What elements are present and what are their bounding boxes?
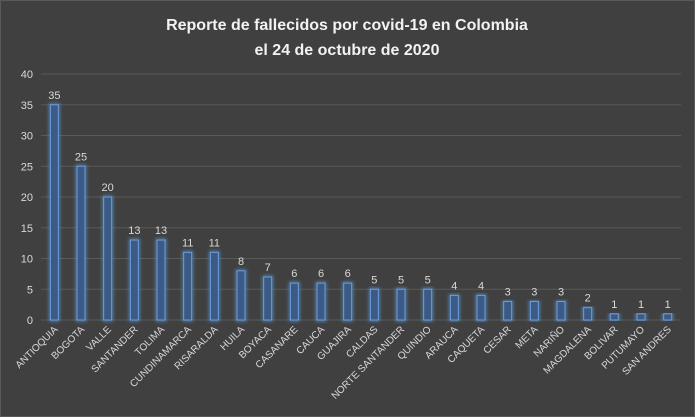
bar xyxy=(263,276,273,321)
bar xyxy=(343,282,353,321)
x-axis-categories: ANTIOQUIABOGOTAVALLESANTANDERTOLIMACUNDI… xyxy=(14,323,674,402)
data-label: 1 xyxy=(638,299,644,311)
data-label: 1 xyxy=(611,299,617,311)
y-tick-label: 0 xyxy=(27,315,33,327)
x-category-label: ANTIOQUIA xyxy=(14,324,61,371)
data-label: 3 xyxy=(531,287,537,299)
x-category-label: SAN ANDRES xyxy=(620,324,674,378)
bar xyxy=(423,288,433,321)
bar xyxy=(636,313,646,321)
data-label: 35 xyxy=(48,90,60,102)
data-label: 3 xyxy=(558,287,564,299)
bar xyxy=(236,270,246,321)
data-label: 8 xyxy=(238,256,244,268)
bar xyxy=(289,282,299,321)
data-label: 7 xyxy=(265,262,271,274)
data-label: 25 xyxy=(75,151,87,163)
bar xyxy=(316,282,326,321)
data-label: 5 xyxy=(398,274,404,286)
data-label: 11 xyxy=(209,237,220,249)
bar xyxy=(183,251,193,321)
data-label: 5 xyxy=(425,274,431,286)
y-tick-label: 35 xyxy=(21,100,33,112)
chart-title-line-1: Reporte de fallecidos por covid-19 en Co… xyxy=(166,17,528,34)
bar xyxy=(583,307,593,321)
data-label: 5 xyxy=(371,274,377,286)
data-label: 6 xyxy=(318,268,324,280)
bar xyxy=(609,313,619,321)
bar xyxy=(76,165,86,321)
gridlines xyxy=(41,73,681,321)
data-label: 2 xyxy=(585,293,591,305)
data-label: 6 xyxy=(291,268,297,280)
data-label: 6 xyxy=(345,268,351,280)
data-label: 1 xyxy=(665,299,671,311)
bar xyxy=(156,239,166,321)
bar xyxy=(503,301,513,321)
data-label: 13 xyxy=(155,225,167,237)
x-category-label: CESAR xyxy=(482,324,514,356)
data-label: 3 xyxy=(505,287,511,299)
data-label: 11 xyxy=(182,237,193,249)
bar xyxy=(209,251,219,321)
bar xyxy=(129,239,139,321)
bar xyxy=(49,104,59,321)
bar xyxy=(396,288,406,321)
bar xyxy=(103,196,113,321)
y-tick-label: 40 xyxy=(21,69,33,81)
chart-title-line-2: el 24 de octubre de 2020 xyxy=(255,42,440,59)
y-tick-label: 10 xyxy=(21,254,33,266)
y-tick-label: 20 xyxy=(21,192,33,204)
y-tick-label: 30 xyxy=(21,131,33,143)
bar xyxy=(476,294,486,321)
data-label: 4 xyxy=(451,280,457,292)
bar xyxy=(449,294,459,321)
y-tick-label: 15 xyxy=(21,223,33,235)
bar xyxy=(556,301,566,321)
y-axis-ticks: 0 5 10 15 20 25 30 35 40 xyxy=(21,69,33,327)
data-label: 13 xyxy=(128,225,140,237)
bar xyxy=(529,301,539,321)
y-tick-label: 25 xyxy=(21,161,33,173)
bars xyxy=(48,103,674,322)
data-label: 20 xyxy=(102,182,114,194)
data-label: 4 xyxy=(478,280,484,292)
bar xyxy=(369,288,379,321)
bar xyxy=(663,313,673,321)
y-tick-label: 5 xyxy=(27,284,33,296)
